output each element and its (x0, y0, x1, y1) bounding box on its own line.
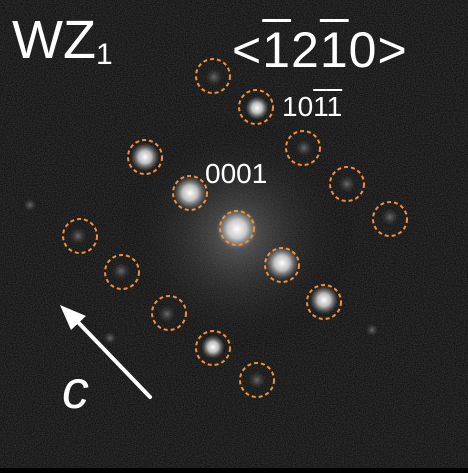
dashed-reflection-ring (62, 218, 98, 254)
c-axis-label: c (62, 360, 89, 420)
dashed-reflection-ring (195, 58, 231, 94)
bright-diffraction-spot (173, 176, 207, 210)
dashed-reflection-ring (172, 175, 208, 211)
faint-diffraction-spot (103, 331, 117, 345)
dashed-reflection-ring (239, 362, 275, 398)
dashed-reflection-ring (285, 130, 321, 166)
bright-diffraction-spot (201, 335, 225, 359)
arrow-shaft (72, 316, 152, 399)
dashed-reflection-ring (104, 254, 140, 290)
faint-diffraction-spot (158, 305, 176, 323)
arrow-head (60, 305, 86, 330)
dashed-reflection-ring (219, 210, 255, 246)
faint-diffraction-spot (338, 175, 356, 193)
dashed-reflection-ring (372, 201, 408, 237)
bright-diffraction-spot (245, 96, 269, 120)
reflection-label-1011: 1011 (282, 91, 343, 122)
bright-diffraction-spot (309, 285, 339, 315)
faint-diffraction-spot (23, 198, 37, 212)
faint-diffraction-spot (205, 68, 223, 86)
dashed-reflection-ring (127, 139, 163, 175)
dashed-reflection-ring (151, 295, 187, 331)
dashed-reflection-ring (264, 247, 300, 283)
dashed-reflection-ring (195, 330, 231, 366)
phase-label: WZ1 (12, 10, 113, 71)
faint-diffraction-spot (295, 139, 313, 157)
faint-diffraction-spot (248, 371, 266, 389)
bright-diffraction-spot (130, 142, 160, 172)
faint-diffraction-spot (112, 262, 130, 280)
faint-diffraction-spot (365, 323, 379, 337)
dashed-reflection-ring (329, 166, 365, 202)
bright-diffraction-spot (216, 208, 258, 250)
dashed-reflection-ring (238, 89, 274, 125)
zone-axis-label: <1210> (232, 22, 408, 78)
reflection-label-0001: 0001 (205, 158, 268, 189)
bright-diffraction-spot (265, 246, 299, 280)
dashed-reflection-ring (306, 284, 342, 320)
c-axis-arrow (60, 305, 152, 399)
faint-diffraction-spot (69, 227, 87, 245)
faint-diffraction-spot (381, 208, 399, 226)
